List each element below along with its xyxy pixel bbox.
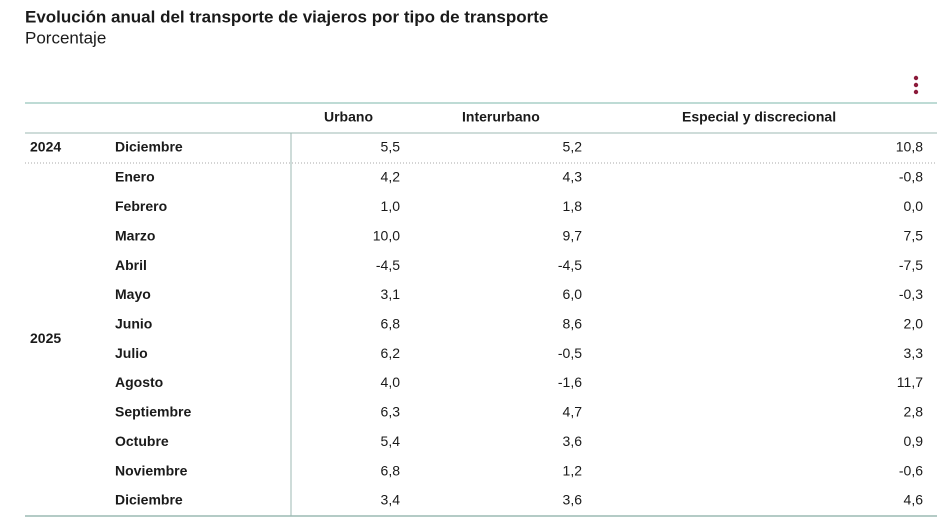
cell-value: 5,5 <box>381 139 401 155</box>
cell-value: -0,6 <box>899 462 923 478</box>
cell-value: 6,8 <box>381 316 401 332</box>
cell-value: -7,5 <box>899 257 923 273</box>
cell-value: 8,6 <box>563 316 583 332</box>
cell-value: 0,0 <box>904 198 924 214</box>
cell-value: 6,3 <box>381 404 401 420</box>
column-header: Urbano <box>324 109 373 125</box>
month-label: Marzo <box>115 227 155 243</box>
cell-value: 10,0 <box>373 227 400 243</box>
year-label: 2025 <box>30 330 61 346</box>
column-header: Interurbano <box>462 109 540 125</box>
month-label: Julio <box>115 345 148 361</box>
title: Evolución anual del transporte de viajer… <box>25 7 548 26</box>
cell-value: 4,7 <box>563 404 583 420</box>
cell-value: 4,3 <box>563 169 583 185</box>
cell-value: 3,6 <box>563 492 583 508</box>
month-label: Junio <box>115 316 152 332</box>
cell-value: 2,0 <box>904 316 924 332</box>
month-label: Enero <box>115 169 155 185</box>
cell-value: 6,0 <box>563 286 583 302</box>
cell-value: -4,5 <box>558 257 582 273</box>
month-label: Septiembre <box>115 404 191 420</box>
cell-value: 4,0 <box>381 374 401 390</box>
cell-value: 10,8 <box>896 139 923 155</box>
month-label: Diciembre <box>115 139 183 155</box>
month-label: Mayo <box>115 286 151 302</box>
cell-value: 11,7 <box>897 374 923 390</box>
cell-value: 4,2 <box>381 169 401 185</box>
cell-value: -0,3 <box>899 286 923 302</box>
cell-value: 6,2 <box>381 345 401 361</box>
menu-button[interactable] <box>913 75 919 95</box>
cell-value: 1,2 <box>563 462 583 478</box>
year-label: 2024 <box>30 139 61 155</box>
month-label: Octubre <box>115 433 169 449</box>
cell-value: 9,7 <box>563 227 583 243</box>
column-header: Especial y discrecional <box>682 109 836 125</box>
cell-value: 2,8 <box>904 404 924 420</box>
cell-value: 5,2 <box>563 139 583 155</box>
cell-value: -0,8 <box>899 169 923 185</box>
cell-value: 3,6 <box>563 433 583 449</box>
cell-value: 7,5 <box>904 227 924 243</box>
month-label: Noviembre <box>115 462 188 478</box>
cell-value: 6,8 <box>381 462 401 478</box>
month-label: Diciembre <box>115 492 183 508</box>
cell-value: 0,9 <box>904 433 924 449</box>
cell-value: -0,5 <box>558 345 582 361</box>
cell-value: 5,4 <box>381 433 401 449</box>
month-label: Febrero <box>115 198 167 214</box>
cell-value: 4,6 <box>904 492 924 508</box>
cell-value: 3,4 <box>381 492 401 508</box>
month-label: Agosto <box>115 374 163 390</box>
cell-value: 1,8 <box>563 198 583 214</box>
cell-value: -1,6 <box>558 374 582 390</box>
subtitle: Porcentaje <box>25 28 106 47</box>
cell-value: -4,5 <box>376 257 400 273</box>
month-label: Abril <box>115 257 147 273</box>
cell-value: 3,1 <box>381 286 401 302</box>
cell-value: 3,3 <box>904 345 924 361</box>
cell-value: 1,0 <box>381 198 401 214</box>
